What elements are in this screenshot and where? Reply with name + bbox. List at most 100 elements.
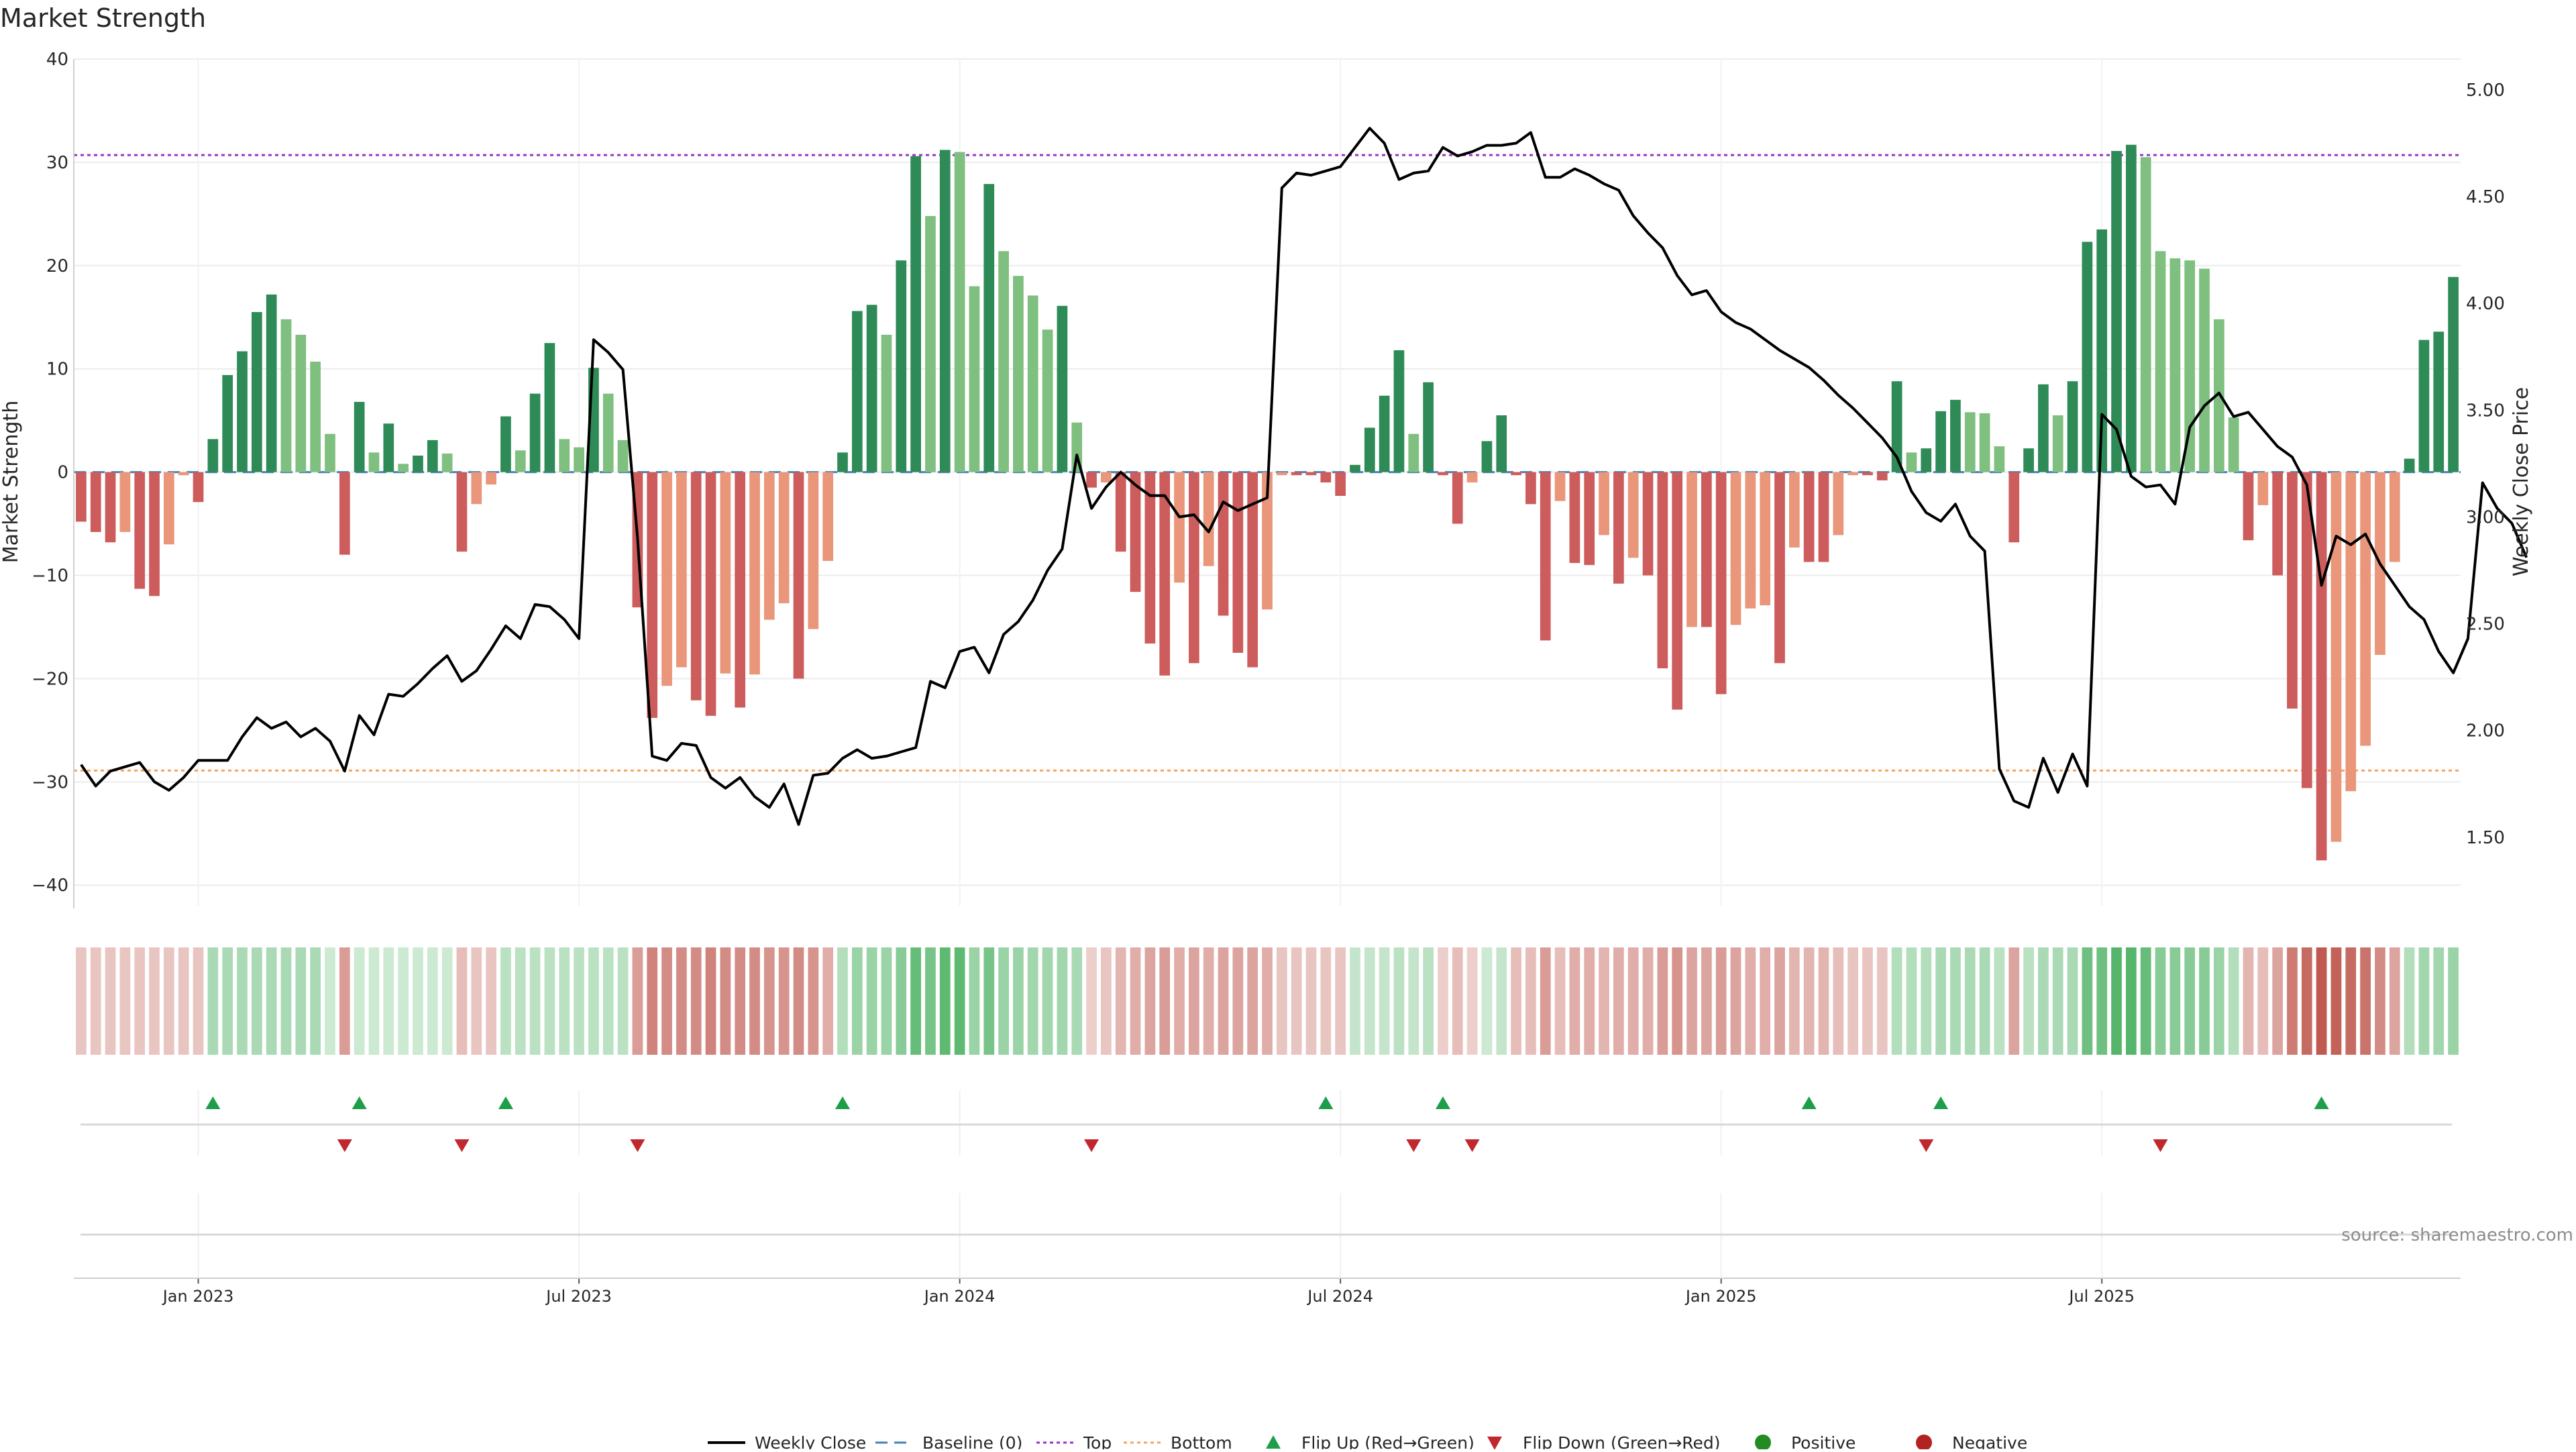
y-tick-label: −40 — [32, 876, 68, 896]
strength-bar — [1438, 472, 1448, 476]
heat-cell — [822, 947, 834, 1055]
heat-cell — [896, 947, 907, 1055]
strength-bar — [1262, 472, 1273, 610]
strength-bar — [1613, 472, 1624, 584]
heat-cell — [1964, 947, 1976, 1055]
heat-cell — [1101, 947, 1112, 1055]
heat-cell — [647, 947, 658, 1055]
strength-bar — [1833, 472, 1844, 535]
legend-item-bottom: Bottom — [1124, 1433, 1232, 1452]
heat-cell — [1760, 947, 1771, 1055]
strength-bar — [778, 472, 790, 604]
strength-bar — [544, 343, 555, 472]
strength-bar — [207, 439, 219, 472]
strength-bar — [237, 351, 248, 472]
legend-label: Flip Down (Green→Red) — [1523, 1433, 1721, 1449]
strength-bar — [2023, 448, 2034, 472]
heat-cell — [2345, 947, 2357, 1055]
heat-cell — [1686, 947, 1697, 1055]
heat-cell — [427, 947, 438, 1055]
heat-cell — [2448, 947, 2459, 1055]
strength-bar — [2433, 331, 2445, 472]
heat-cell — [1276, 947, 1287, 1055]
heat-cell — [1803, 947, 1815, 1055]
strength-bar — [2067, 381, 2078, 472]
legend-label: Negative — [1952, 1433, 2027, 1449]
strength-bar — [1891, 381, 1902, 472]
heat-cell — [2404, 947, 2415, 1055]
strength-bar — [280, 319, 292, 472]
heat-cell — [1906, 947, 1917, 1055]
heat-cell — [1979, 947, 1990, 1055]
strength-bar — [2316, 472, 2327, 861]
flip-down-marker — [1084, 1139, 1099, 1152]
strength-bar — [1672, 472, 1683, 710]
heat-cell — [1335, 947, 1346, 1055]
heat-cell — [1438, 947, 1448, 1055]
heat-cell — [354, 947, 365, 1055]
strength-bar — [398, 464, 409, 472]
heat-cell — [881, 947, 892, 1055]
flip-up-marker — [352, 1096, 367, 1109]
flip-up-marker — [1318, 1096, 1334, 1109]
flip-down-marker — [1406, 1139, 1421, 1152]
strength-bar — [1452, 472, 1463, 524]
strength-bar — [1364, 427, 1375, 472]
heat-cell — [1466, 947, 1478, 1055]
strength-bar — [1013, 276, 1024, 472]
flip-down-marker — [1464, 1139, 1480, 1152]
strength-bar — [2257, 472, 2269, 505]
flip-down-marker — [454, 1139, 470, 1152]
flip-down-marker — [337, 1139, 352, 1152]
strength-bar — [1423, 382, 1434, 472]
strength-bar — [1906, 452, 1917, 472]
heat-cell — [925, 947, 936, 1055]
strength-bar — [954, 152, 965, 472]
strength-bar — [149, 472, 160, 597]
heat-cell — [1701, 947, 1712, 1055]
strength-bar — [559, 439, 570, 472]
strength-bar — [2345, 472, 2357, 792]
heat-cell — [413, 947, 423, 1055]
strength-bar — [2096, 229, 2108, 472]
heat-cell — [1232, 947, 1244, 1055]
strength-bar — [2052, 415, 2063, 472]
heat-cell — [1057, 947, 1068, 1055]
legend-label: Top — [1083, 1433, 1112, 1449]
legend-swatch — [1487, 1437, 1502, 1450]
strength-bar — [266, 294, 277, 472]
legend-label: Baseline (0) — [922, 1433, 1022, 1449]
legend-item-flipup: Flip Up (Red→Green) — [1266, 1433, 1474, 1452]
y2-tick-label: 1.50 — [2466, 828, 2505, 848]
strength-bar — [427, 439, 438, 472]
x-tick-label: Jan 2025 — [1684, 1287, 1757, 1306]
strength-bar — [1788, 472, 1800, 548]
strength-bar — [134, 472, 146, 589]
heat-cell — [1730, 947, 1741, 1055]
heat-cell — [910, 947, 921, 1055]
strength-bar — [1057, 305, 1068, 472]
strength-bar — [1408, 433, 1419, 472]
strength-bar — [2199, 268, 2210, 472]
strength-bar — [1086, 472, 1097, 488]
heat-cell — [500, 947, 511, 1055]
heat-cell — [1481, 947, 1493, 1055]
heat-cell — [1994, 947, 2005, 1055]
strength-bar — [1144, 472, 1156, 644]
strength-bar — [1027, 295, 1038, 472]
heat-cell — [1496, 947, 1507, 1055]
strength-bar — [1496, 415, 1507, 472]
heat-cell — [983, 947, 995, 1055]
strength-bar — [661, 472, 672, 686]
heat-cell — [1042, 947, 1053, 1055]
heat-cell — [368, 947, 380, 1055]
heat-cell — [1027, 947, 1038, 1055]
heat-cell — [2389, 947, 2400, 1055]
strength-bar — [763, 472, 775, 620]
flip-markers-panel — [80, 1090, 2452, 1155]
flip-up-marker — [835, 1096, 850, 1109]
y2-tick-label: 5.00 — [2466, 81, 2505, 101]
strength-bar — [1203, 472, 1214, 566]
strength-bar — [354, 401, 365, 472]
heat-cell — [2257, 947, 2269, 1055]
